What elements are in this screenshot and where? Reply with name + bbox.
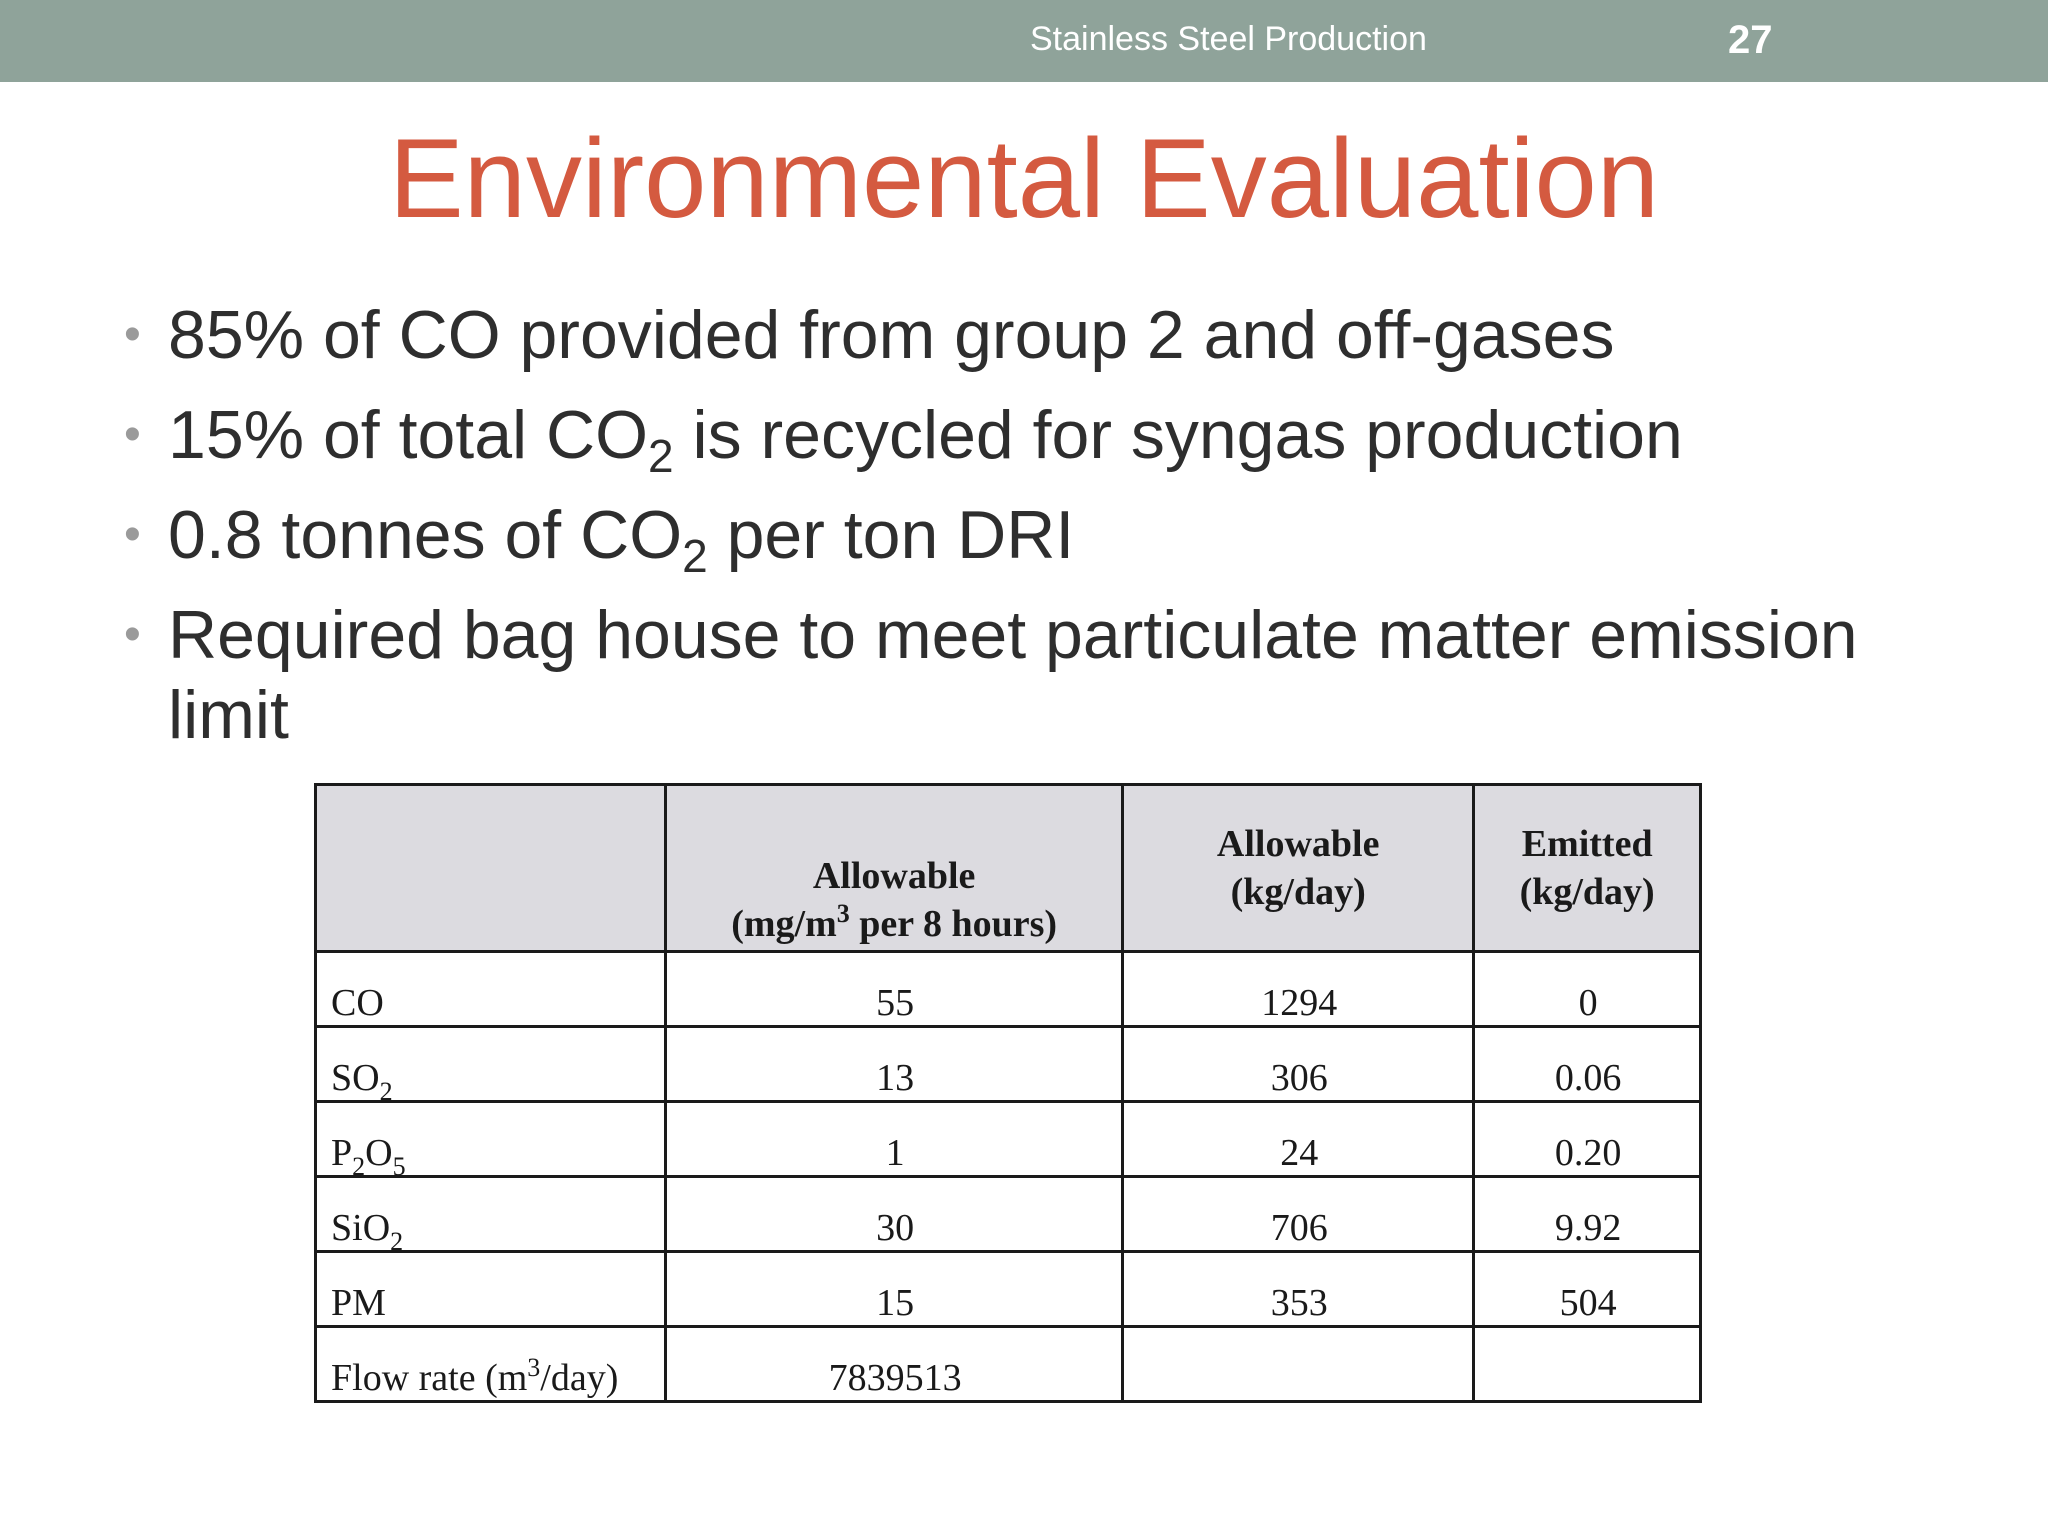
bullet-text: is recycled for syngas production: [673, 397, 1683, 473]
pollutant-name: SiO: [331, 1207, 391, 1249]
pollutant-cell: SiO2: [313, 1175, 668, 1255]
emitted-cell: 0.20: [1472, 1100, 1702, 1178]
flow-rate-label: Flow rate (m: [331, 1357, 528, 1399]
bullet-item: • 0.8 tonnes of CO2 per ton DRI: [120, 495, 1980, 579]
flow-rate-superscript: 3: [527, 1353, 541, 1382]
pollutant-subscript: 2: [379, 1077, 393, 1106]
bullet-dot-icon: •: [124, 308, 141, 361]
bullet-text: 0.8 tonnes of CO: [168, 497, 683, 573]
bullet-text: 85% of CO provided from group 2 and off-…: [168, 297, 1615, 373]
header-text: per 8 hours): [849, 903, 1058, 945]
header-text: (kg/day): [1519, 871, 1655, 913]
table-row: PM 15 353 504: [313, 1250, 1702, 1328]
table-row: CO 55 1294 0: [313, 950, 1702, 1028]
bullet-list: • 85% of CO provided from group 2 and of…: [120, 295, 1980, 775]
bullet-item: • Required bag house to meet particulate…: [120, 595, 1980, 755]
table-row: P2O5 1 24 0.20: [313, 1100, 1702, 1180]
table-row-flow-rate: Flow rate (m3/day) 7839513: [313, 1325, 1702, 1403]
allowable-mg-cell: 1: [664, 1100, 1125, 1178]
bullet-item: • 15% of total CO2 is recycled for synga…: [120, 395, 1980, 479]
bullet-text: per ton DRI: [707, 497, 1075, 573]
pollutant-cell: CO: [313, 950, 668, 1028]
bullet-item: • 85% of CO provided from group 2 and of…: [120, 295, 1980, 375]
pollutant-name: CO: [331, 982, 384, 1024]
allowable-kg-cell: 353: [1121, 1250, 1476, 1328]
header-title: Stainless Steel Production: [1030, 20, 1427, 58]
flow-rate-label: /day): [540, 1357, 619, 1399]
pollutant-name: PM: [331, 1282, 386, 1324]
emitted-cell: 9.92: [1472, 1175, 1702, 1253]
emitted-cell: 0.06: [1472, 1025, 1702, 1103]
bullet-dot-icon: •: [124, 408, 141, 461]
bullet-text: Required bag house to meet particulate m…: [168, 597, 1858, 753]
empty-cell: [1121, 1325, 1476, 1403]
empty-cell: [1472, 1325, 1702, 1403]
pollutant-subscript: 2: [390, 1227, 404, 1256]
page-number: 27: [1728, 18, 1773, 62]
bullet-dot-icon: •: [124, 508, 141, 561]
pollutant-name: O: [365, 1132, 393, 1174]
bullet-text: 15% of total CO: [168, 397, 649, 473]
allowable-kg-cell: 306: [1121, 1025, 1476, 1103]
header-text: Allowable: [812, 855, 976, 897]
allowable-mg-cell: 55: [664, 950, 1125, 1028]
header-emitted: Emitted (kg/day): [1472, 783, 1702, 953]
slide-title: Environmental Evaluation: [388, 116, 1660, 241]
header-bar: Stainless Steel Production 27: [0, 0, 2048, 82]
pollutant-subscript: 2: [352, 1152, 366, 1181]
bullet-subscript: 2: [682, 530, 708, 582]
emitted-cell: 504: [1472, 1250, 1702, 1328]
allowable-mg-cell: 15: [664, 1250, 1125, 1328]
allowable-kg-cell: 1294: [1121, 950, 1476, 1028]
header-cell-empty: [313, 783, 668, 953]
header-text: Allowable: [1216, 823, 1380, 865]
flow-rate-label-cell: Flow rate (m3/day): [313, 1325, 668, 1403]
pollutant-cell: PM: [313, 1250, 668, 1328]
emitted-cell: 0: [1472, 950, 1702, 1028]
flow-rate-value-cell: 7839513: [664, 1325, 1125, 1403]
pollutant-cell: SO2: [313, 1025, 668, 1105]
pollutant-name: SO: [331, 1057, 380, 1099]
table-row: SO2 13 306 0.06: [313, 1025, 1702, 1105]
emissions-table: Allowable (mg/m3 per 8 hours) Allowable …: [313, 783, 1702, 1403]
table-row: SiO2 30 706 9.92: [313, 1175, 1702, 1255]
allowable-kg-cell: 24: [1121, 1100, 1476, 1178]
header-text: (kg/day): [1230, 871, 1366, 913]
header-allowable-mg: Allowable (mg/m3 per 8 hours): [664, 783, 1125, 953]
pollutant-cell: P2O5: [313, 1100, 668, 1180]
header-superscript: 3: [836, 899, 850, 928]
allowable-kg-cell: 706: [1121, 1175, 1476, 1253]
allowable-mg-cell: 13: [664, 1025, 1125, 1103]
header-text: Emitted: [1521, 823, 1653, 865]
pollutant-subscript: 5: [392, 1152, 406, 1181]
allowable-mg-cell: 30: [664, 1175, 1125, 1253]
pollutant-name: P: [331, 1132, 353, 1174]
header-allowable-kg: Allowable (kg/day): [1121, 783, 1476, 953]
header-text: (mg/m: [731, 903, 837, 945]
bullet-subscript: 2: [648, 430, 674, 482]
table-header-row: Allowable (mg/m3 per 8 hours) Allowable …: [313, 783, 1702, 953]
bullet-dot-icon: •: [124, 608, 141, 661]
